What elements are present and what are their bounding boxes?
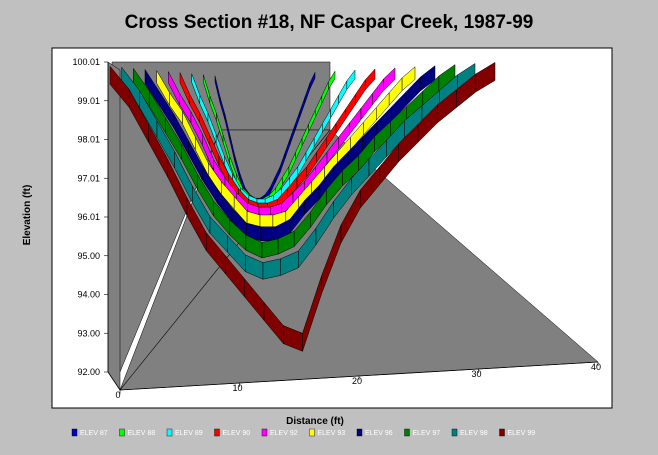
series-segment	[383, 67, 396, 91]
legend: ELEV 87 ELEV 88 ELEV 89 ELEV 90 ELEV 92 ELEV …	[71, 428, 536, 437]
legend-label: ELEV 97	[413, 430, 441, 437]
y-tick-label: 94.00	[77, 290, 100, 300]
series-segment	[346, 69, 356, 91]
legend-swatch	[166, 428, 173, 437]
legend-swatch	[309, 428, 315, 437]
legend-label: ELEV 89	[175, 430, 203, 437]
legend-swatch	[356, 428, 363, 437]
series-ribbon	[133, 64, 456, 259]
series-segment	[259, 214, 274, 228]
legend-swatch	[71, 428, 78, 437]
series-segment	[309, 72, 316, 89]
series-ribbons	[109, 61, 496, 352]
legend-label: ELEV 90	[223, 430, 251, 437]
series-segment	[260, 226, 276, 242]
y-tick-label: 92.00	[77, 367, 100, 377]
legend-label: ELEV 98	[460, 430, 488, 437]
chart-title: Cross Section #18, NF Caspar Creek, 1987…	[124, 12, 534, 33]
series-segment	[401, 66, 416, 92]
x-tick-label: 40	[591, 362, 601, 372]
series-ribbon	[121, 63, 476, 280]
series-ribbon	[144, 65, 436, 242]
x-axis-label: Distance (ft)	[286, 416, 344, 427]
legend-swatch	[404, 428, 410, 437]
legend-swatch	[261, 428, 268, 437]
series-segment	[475, 61, 496, 93]
y-tick-label: 93.00	[77, 328, 100, 338]
y-axis: 100.01 99.01 98.01 97.01 96.01 95.00 94.00 93.0…	[72, 57, 108, 377]
series-segment	[328, 70, 336, 91]
y-tick-label: 100.01	[72, 57, 100, 67]
series-ribbon	[179, 68, 376, 214]
legend-label: ELEV 99	[508, 430, 536, 437]
legend-label: ELEV 88	[128, 430, 156, 437]
x-tick-label: 20	[352, 376, 362, 386]
y-tick-label: 95.00	[77, 251, 100, 261]
left-wall	[107, 61, 121, 391]
legend-label: ELEV 92	[270, 430, 298, 437]
x-tick-label: 0	[115, 390, 120, 400]
legend-label: ELEV 96	[365, 430, 393, 437]
x-tick-label: 10	[232, 383, 242, 393]
series-segment	[365, 68, 376, 91]
legend-swatch	[499, 428, 505, 437]
legend-label: ELEV 87	[80, 430, 108, 437]
legend-swatch	[451, 428, 458, 437]
legend-label: ELEV 93	[318, 430, 346, 437]
y-tick-label: 97.01	[77, 173, 100, 183]
x-tick-label: 30	[471, 369, 481, 379]
series-segment	[262, 258, 281, 280]
legend-swatch	[119, 428, 125, 437]
series-ribbon	[109, 61, 496, 352]
legend-swatch	[214, 428, 220, 437]
y-tick-label: 99.01	[77, 96, 100, 106]
y-axis-label: Elevation (ft)	[22, 185, 33, 246]
x-axis: 0 10 20 30 40	[115, 362, 601, 400]
y-tick-label: 96.01	[77, 212, 100, 222]
y-tick-label: 98.01	[77, 135, 100, 145]
